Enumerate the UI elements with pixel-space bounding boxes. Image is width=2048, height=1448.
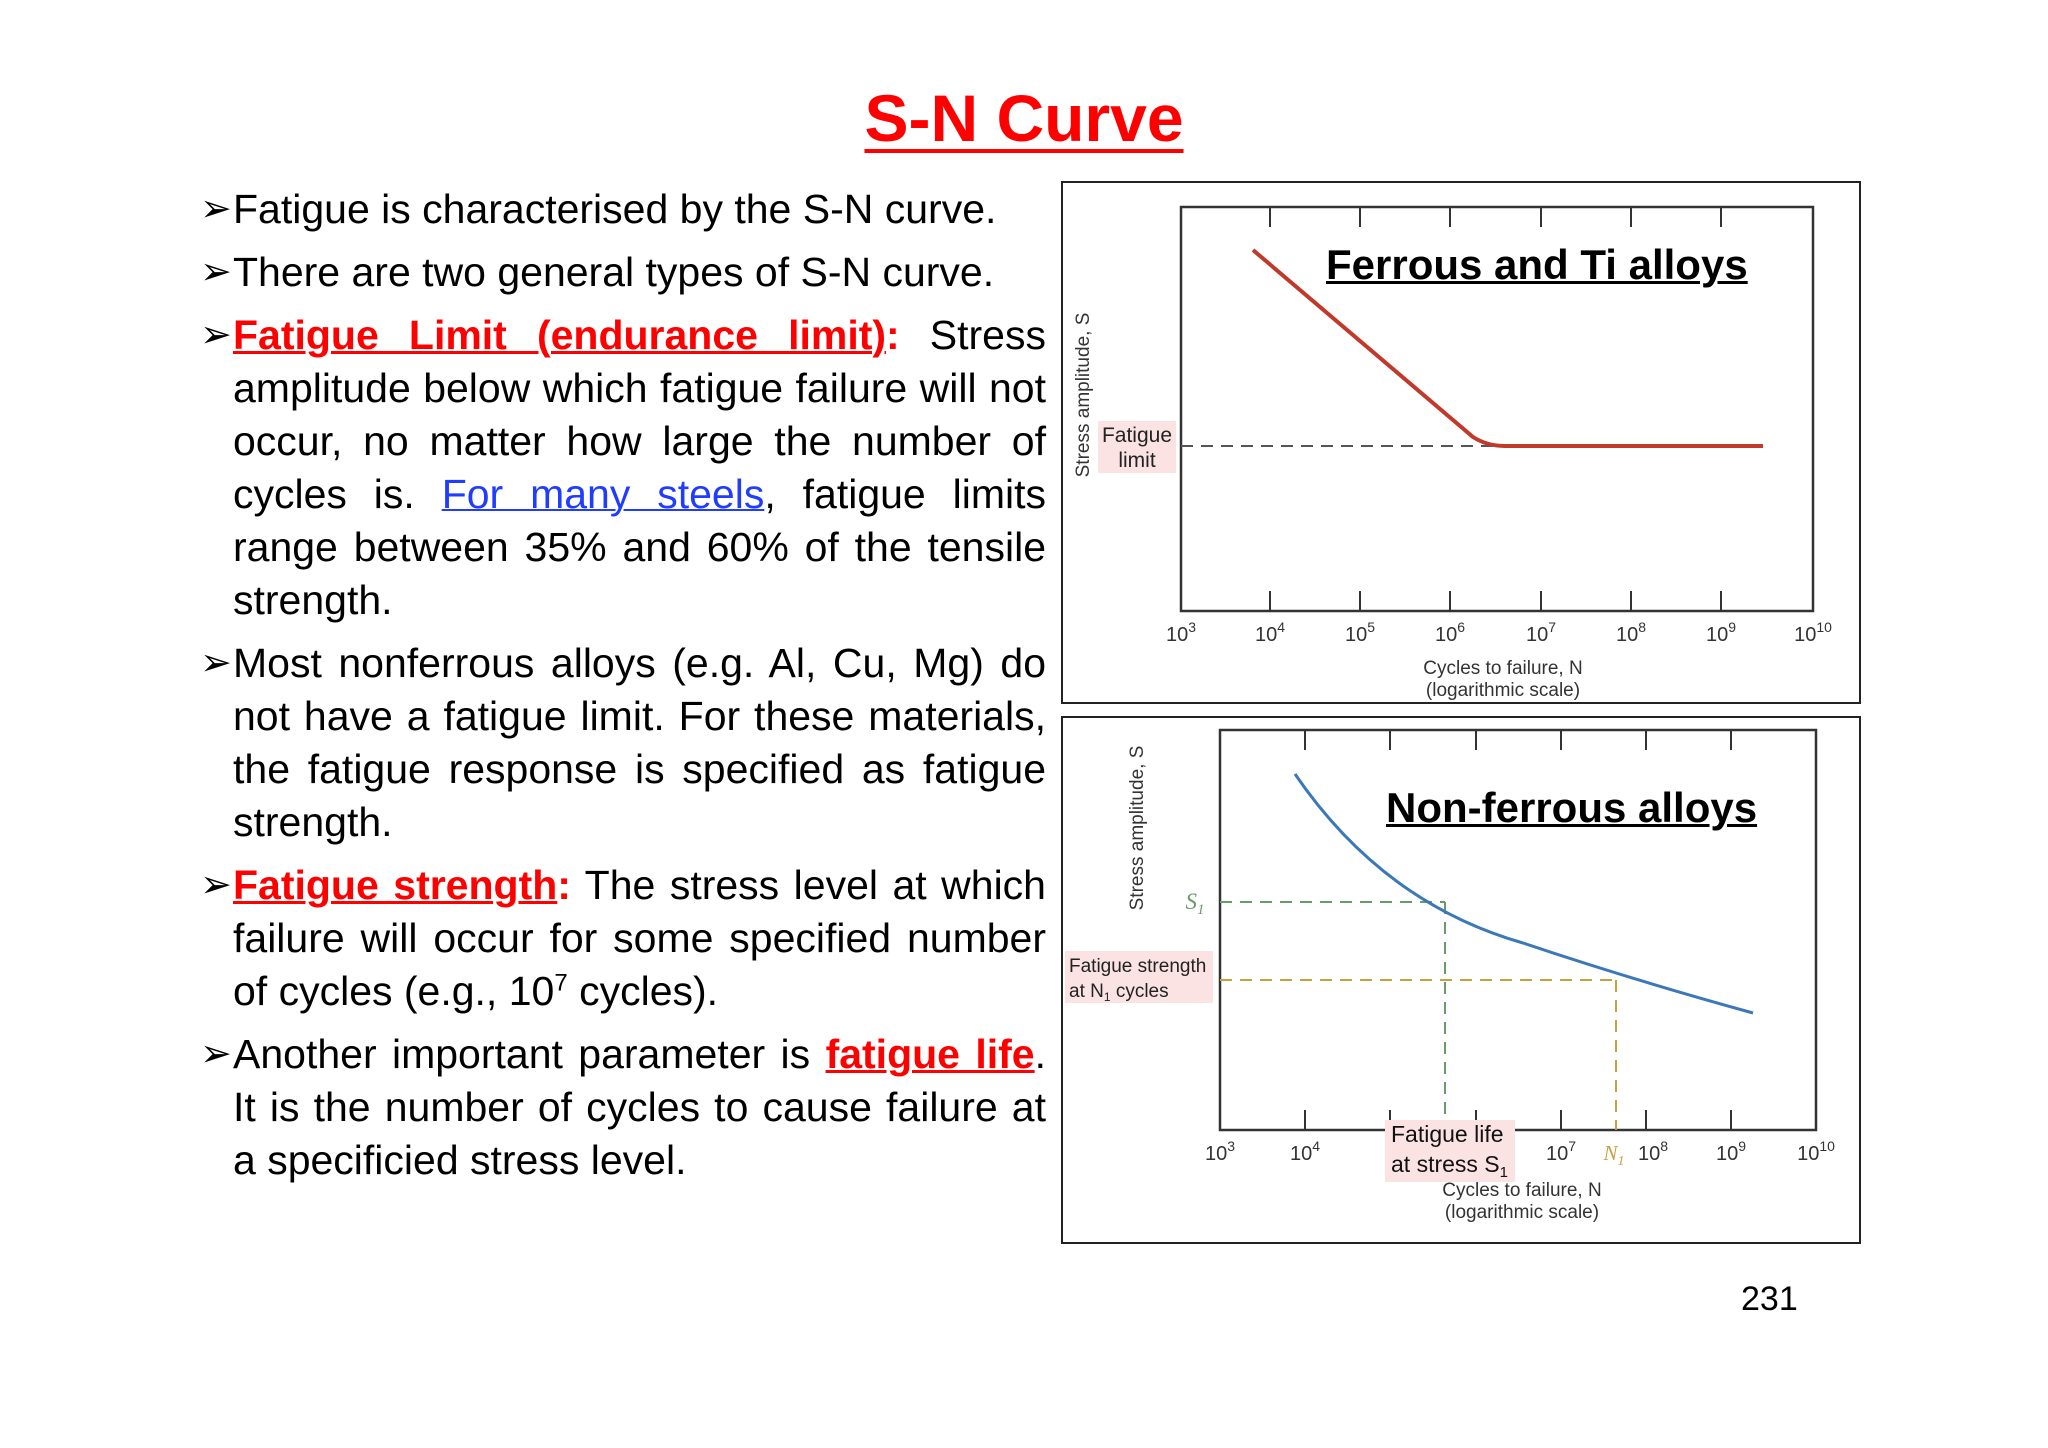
sn-curve-ferrous: [1251, 248, 1763, 448]
plot-frame: [1218, 728, 1818, 1132]
chart-nonferrous-svg: 103 104 107 108 109 1010 N1 S1 Stress am…: [1065, 728, 1835, 1223]
tick-label: 109: [1716, 1138, 1746, 1165]
bullet-item: ➢ There are two general types of S-N cur…: [196, 246, 1046, 299]
arrow-bullet-icon: ➢: [200, 314, 232, 356]
chart-ferrous-title: Ferrous and Ti alloys: [1326, 241, 1748, 288]
fatigue-strength-term: Fatigue strength: [233, 862, 558, 908]
x-axis-label-2: (logarithmic scale): [1426, 680, 1580, 701]
arrow-bullet-icon: ➢: [200, 1033, 232, 1075]
bullet-text: cycles).: [567, 968, 719, 1014]
many-steels-link[interactable]: For many steels: [441, 471, 765, 517]
sn-curve-nonferrous: [1293, 773, 1754, 1015]
tick-label: 106: [1435, 619, 1465, 646]
tick-label: 103: [1166, 619, 1196, 646]
tick-label: 105: [1345, 619, 1375, 646]
tick-label: 109: [1706, 619, 1736, 646]
tick-label: 104: [1290, 1138, 1320, 1165]
term-colon: :: [557, 862, 571, 908]
tick-label: 104: [1255, 619, 1285, 646]
bullet-text: There are two general types of S-N curve…: [233, 249, 995, 295]
plot-frame: [1179, 205, 1815, 613]
arrow-bullet-icon: ➢: [200, 188, 232, 230]
tick-label: 107: [1526, 619, 1556, 646]
bullet-text: Another important parameter is: [233, 1031, 826, 1077]
arrow-bullet-icon: ➢: [200, 642, 232, 684]
bullet-list: ➢ Fatigue is characterised by the S-N cu…: [196, 183, 1046, 1197]
x-axis-label: Cycles to failure, N: [1442, 1180, 1601, 1201]
fatigue-limit-annotation-2: limit: [1118, 449, 1155, 472]
fatigue-strength-annotation: Fatigue strength: [1069, 956, 1206, 977]
chart-nonferrous-panel: 103 104 107 108 109 1010 N1 S1 Stress am…: [1061, 716, 1861, 1244]
fatigue-strength-annotation-2: at N1 cycles: [1069, 981, 1169, 1004]
bullet-text: , fatigue limits range between 35% and 6…: [233, 471, 1046, 623]
fatigue-life-annotation-2: at stress S1: [1391, 1151, 1508, 1181]
bullet-text: The stress level at which failure will o…: [233, 862, 1046, 1014]
annotation-highlight: [1098, 421, 1176, 473]
fatigue-limit-annotation: Fatigue: [1102, 424, 1172, 447]
chart-ferrous-svg: 103 104 105 106 107 108 109 1010 Cycles …: [1073, 205, 1832, 701]
bullet-text: Fatigue is characterised by the S-N curv…: [233, 186, 997, 232]
tick-label: 108: [1616, 619, 1646, 646]
s1-label: S1: [1186, 889, 1205, 918]
page-title: S-N Curve: [864, 81, 1184, 155]
bullet-item: ➢ Fatigue strength: The stress level at …: [196, 859, 1046, 1018]
x-axis-label: Cycles to failure, N: [1423, 658, 1582, 679]
chart-ferrous-panel: 103 104 105 106 107 108 109 1010 Cycles …: [1061, 181, 1861, 704]
fatigue-life-term: fatigue life: [825, 1031, 1035, 1077]
bullet-text: . It is the number of cycles to cause fa…: [233, 1031, 1046, 1183]
fatigue-life-annotation: Fatigue life: [1391, 1121, 1504, 1147]
annotation-highlight: [1065, 951, 1213, 1003]
bullet-text: Most nonferrous alloys (e.g. Al, Cu, Mg)…: [233, 640, 1046, 845]
arrow-bullet-icon: ➢: [200, 251, 232, 293]
tick-label: 103: [1205, 1138, 1235, 1165]
tick-label: 1010: [1797, 1138, 1835, 1165]
annotation-highlight: [1385, 1120, 1515, 1182]
bullet-item: ➢ Fatigue Limit (endurance limit): Stres…: [196, 309, 1046, 627]
x-axis-label-2: (logarithmic scale): [1445, 1202, 1599, 1223]
bullet-text: Stress amplitude below which fatigue fai…: [233, 312, 1046, 517]
chart-nonferrous-title: Non-ferrous alloys: [1386, 784, 1758, 831]
bullet-item: ➢ Most nonferrous alloys (e.g. Al, Cu, M…: [196, 637, 1046, 849]
term-colon: :: [886, 312, 900, 358]
tick-label: 1010: [1794, 619, 1832, 646]
page-number: 231: [1741, 1280, 1798, 1318]
bullet-item: ➢ Fatigue is characterised by the S-N cu…: [196, 183, 1046, 236]
tick-label: 108: [1638, 1138, 1668, 1165]
y-axis-label: Stress amplitude, S: [1127, 746, 1148, 911]
superscript: 7: [554, 969, 568, 997]
arrow-bullet-icon: ➢: [200, 864, 232, 906]
fatigue-limit-term: Fatigue Limit (endurance limit): [233, 312, 887, 358]
bullet-item: ➢ Another important parameter is fatigue…: [196, 1028, 1046, 1187]
y-axis-label: Stress amplitude, S: [1073, 313, 1094, 478]
tick-label: 107: [1546, 1138, 1576, 1165]
n1-label: N1: [1602, 1141, 1624, 1169]
